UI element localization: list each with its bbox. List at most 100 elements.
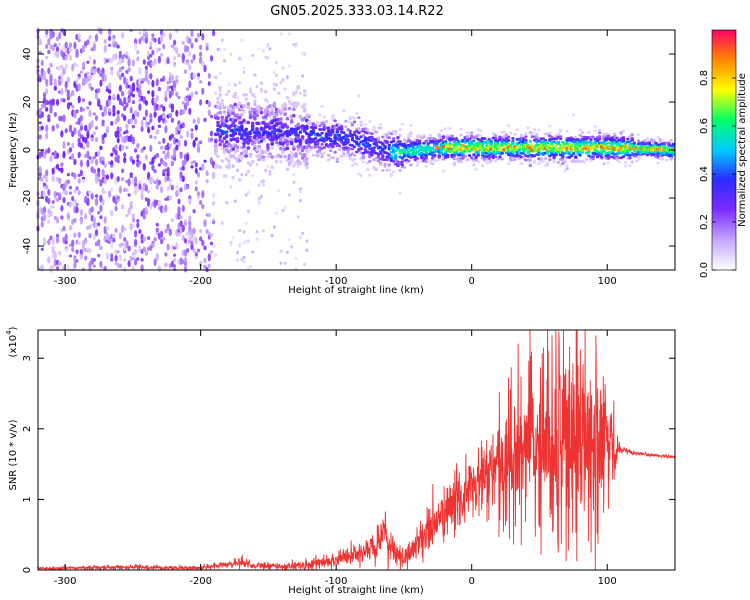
spectrogram-cell: [316, 153, 320, 157]
spectrogram-cell: [103, 44, 107, 53]
spectrogram-cell: [669, 157, 673, 160]
spectrogram-cell: [147, 128, 151, 132]
spectrogram-cell: [246, 239, 250, 243]
spectrogram-cell: [157, 86, 161, 92]
spectrogram-cell: [441, 157, 446, 161]
spectrogram-cell: [552, 160, 556, 164]
spectrogram-cell: [196, 145, 201, 154]
spectrogram-cell: [240, 157, 244, 161]
spectrogram-cell: [270, 146, 275, 150]
spectrogram-cell: [292, 145, 296, 149]
spectrogram-cell: [114, 228, 118, 233]
spectrogram-cell: [248, 154, 253, 158]
spectrogram-cell: [262, 49, 265, 53]
spectrogram-cell: [129, 106, 133, 114]
spectrogram-cell: [352, 133, 357, 137]
spectrogram-cell: [71, 247, 75, 253]
spectrogram-cell: [47, 67, 51, 75]
spectrogram-cell: [151, 33, 155, 37]
spectrogram-cell: [79, 114, 83, 122]
spectrogram-cell: [77, 129, 81, 138]
spectrogram-cell: [498, 148, 502, 152]
spectrogram-cell: [192, 139, 196, 148]
spectrogram-cell: [311, 129, 316, 133]
spectrogram-cell: [49, 106, 53, 114]
spectrogram-cell: [92, 43, 96, 51]
spectrogram-cell: [398, 134, 402, 137]
spectrogram-cell: [97, 211, 101, 215]
spectrogram-cell: [326, 153, 331, 157]
spectrogram-cell: [235, 148, 240, 153]
spectrogram-cell: [296, 215, 300, 219]
spectrogram-cell: [164, 262, 168, 268]
spectrogram-cell: [249, 87, 252, 91]
spectrogram-cell: [81, 178, 86, 183]
spectrogram-cell: [75, 109, 79, 114]
spectrogram-cell: [561, 140, 565, 144]
spectrogram-cell: [556, 151, 561, 155]
spectrogram-cell: [129, 155, 133, 163]
spectrogram-cell: [181, 122, 185, 129]
spectrogram-cell: [129, 118, 133, 125]
spectrogram-cell: [81, 108, 86, 112]
x-tick-label: -100: [325, 276, 348, 287]
spectrogram-cell: [279, 32, 283, 36]
spectrogram-cell: [537, 128, 541, 132]
spectrogram-cell: [105, 174, 109, 180]
spectrogram-cell: [302, 102, 307, 107]
spectrogram-cell: [183, 221, 188, 226]
spectrogram-cell: [94, 33, 99, 42]
spectrogram-cell: [437, 155, 441, 159]
spectrogram-cell: [305, 239, 309, 243]
spectrogram-cell: [175, 79, 179, 83]
spectrogram-cell: [339, 138, 344, 142]
spectrogram-cell: [357, 137, 361, 141]
spectrogram-cell: [192, 118, 196, 124]
spectrogram-cell: [216, 47, 220, 52]
spectrogram-cell: [190, 92, 194, 98]
spectrogram-cell: [244, 127, 248, 132]
spectrogram-cell: [125, 102, 129, 108]
spectrogram-cell: [68, 254, 73, 258]
spectrogram-cell: [524, 135, 528, 139]
spectrogram-cell: [296, 165, 300, 169]
spectrogram-cell: [118, 133, 122, 138]
spectrogram-cell: [250, 128, 255, 132]
spectrogram-cell: [294, 90, 298, 94]
spectrogram-cell: [279, 137, 283, 142]
spectrogram-cell: [77, 73, 81, 78]
spectrogram-cell: [294, 154, 298, 158]
spectrogram-cell: [162, 43, 166, 50]
spectrogram-cell: [173, 137, 177, 145]
spectrogram-cell: [194, 167, 198, 174]
spectrogram-cell: [199, 200, 203, 205]
spectrogram-cell: [188, 198, 192, 205]
spectrogram-cell: [242, 109, 246, 113]
spectrogram-cell: [552, 155, 556, 159]
spectrogram-cell: [136, 257, 140, 261]
spectrogram-cell: [350, 147, 355, 151]
spectrogram-cell: [77, 241, 81, 246]
spectrogram-cell: [565, 129, 569, 133]
spectrogram-cell: [151, 178, 155, 183]
spectrogram-cell: [55, 217, 60, 224]
spectrogram-cell: [147, 122, 151, 126]
spectrogram-cell: [94, 159, 99, 166]
spectrogram-cell: [47, 38, 51, 46]
spectrogram-cell: [296, 102, 301, 106]
spectrogram-cell: [181, 109, 185, 115]
spectrogram-cell: [628, 156, 632, 160]
spectrogram-cell: [196, 72, 201, 77]
spectrogram-cell: [140, 264, 144, 272]
spectrogram-cell: [147, 189, 151, 194]
spectrogram-cell: [467, 137, 472, 141]
spectrogram-cell: [71, 142, 75, 149]
spectrogram-cell: [391, 137, 396, 141]
spectrogram-cell: [244, 149, 248, 153]
spectrogram-cell: [138, 103, 142, 111]
spectrogram-cell: [476, 154, 480, 157]
spectrogram-cell: [541, 159, 545, 163]
spectrogram-cell: [318, 113, 322, 117]
spectrogram-cell: [75, 186, 79, 191]
spectrogram-cell: [428, 160, 433, 163]
